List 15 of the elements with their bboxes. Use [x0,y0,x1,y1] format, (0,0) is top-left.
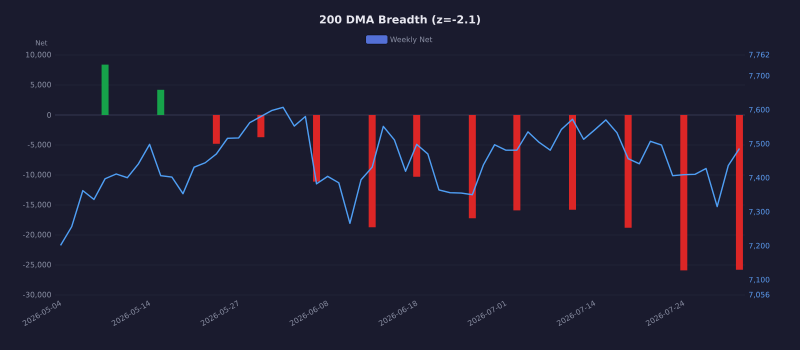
line-series [60,106,740,246]
bar [102,64,109,115]
bar [368,114,376,228]
bar [157,90,164,115]
bar [680,114,688,270]
bar [513,114,520,210]
bar [257,114,264,138]
bar [569,114,576,210]
chart-title: 200 DMA Breadth (z=-2.1) [320,15,480,25]
bar [313,114,320,182]
bar [468,114,476,218]
bar [413,114,420,177]
bar [624,114,632,228]
bar [212,114,220,144]
bar [736,114,743,270]
